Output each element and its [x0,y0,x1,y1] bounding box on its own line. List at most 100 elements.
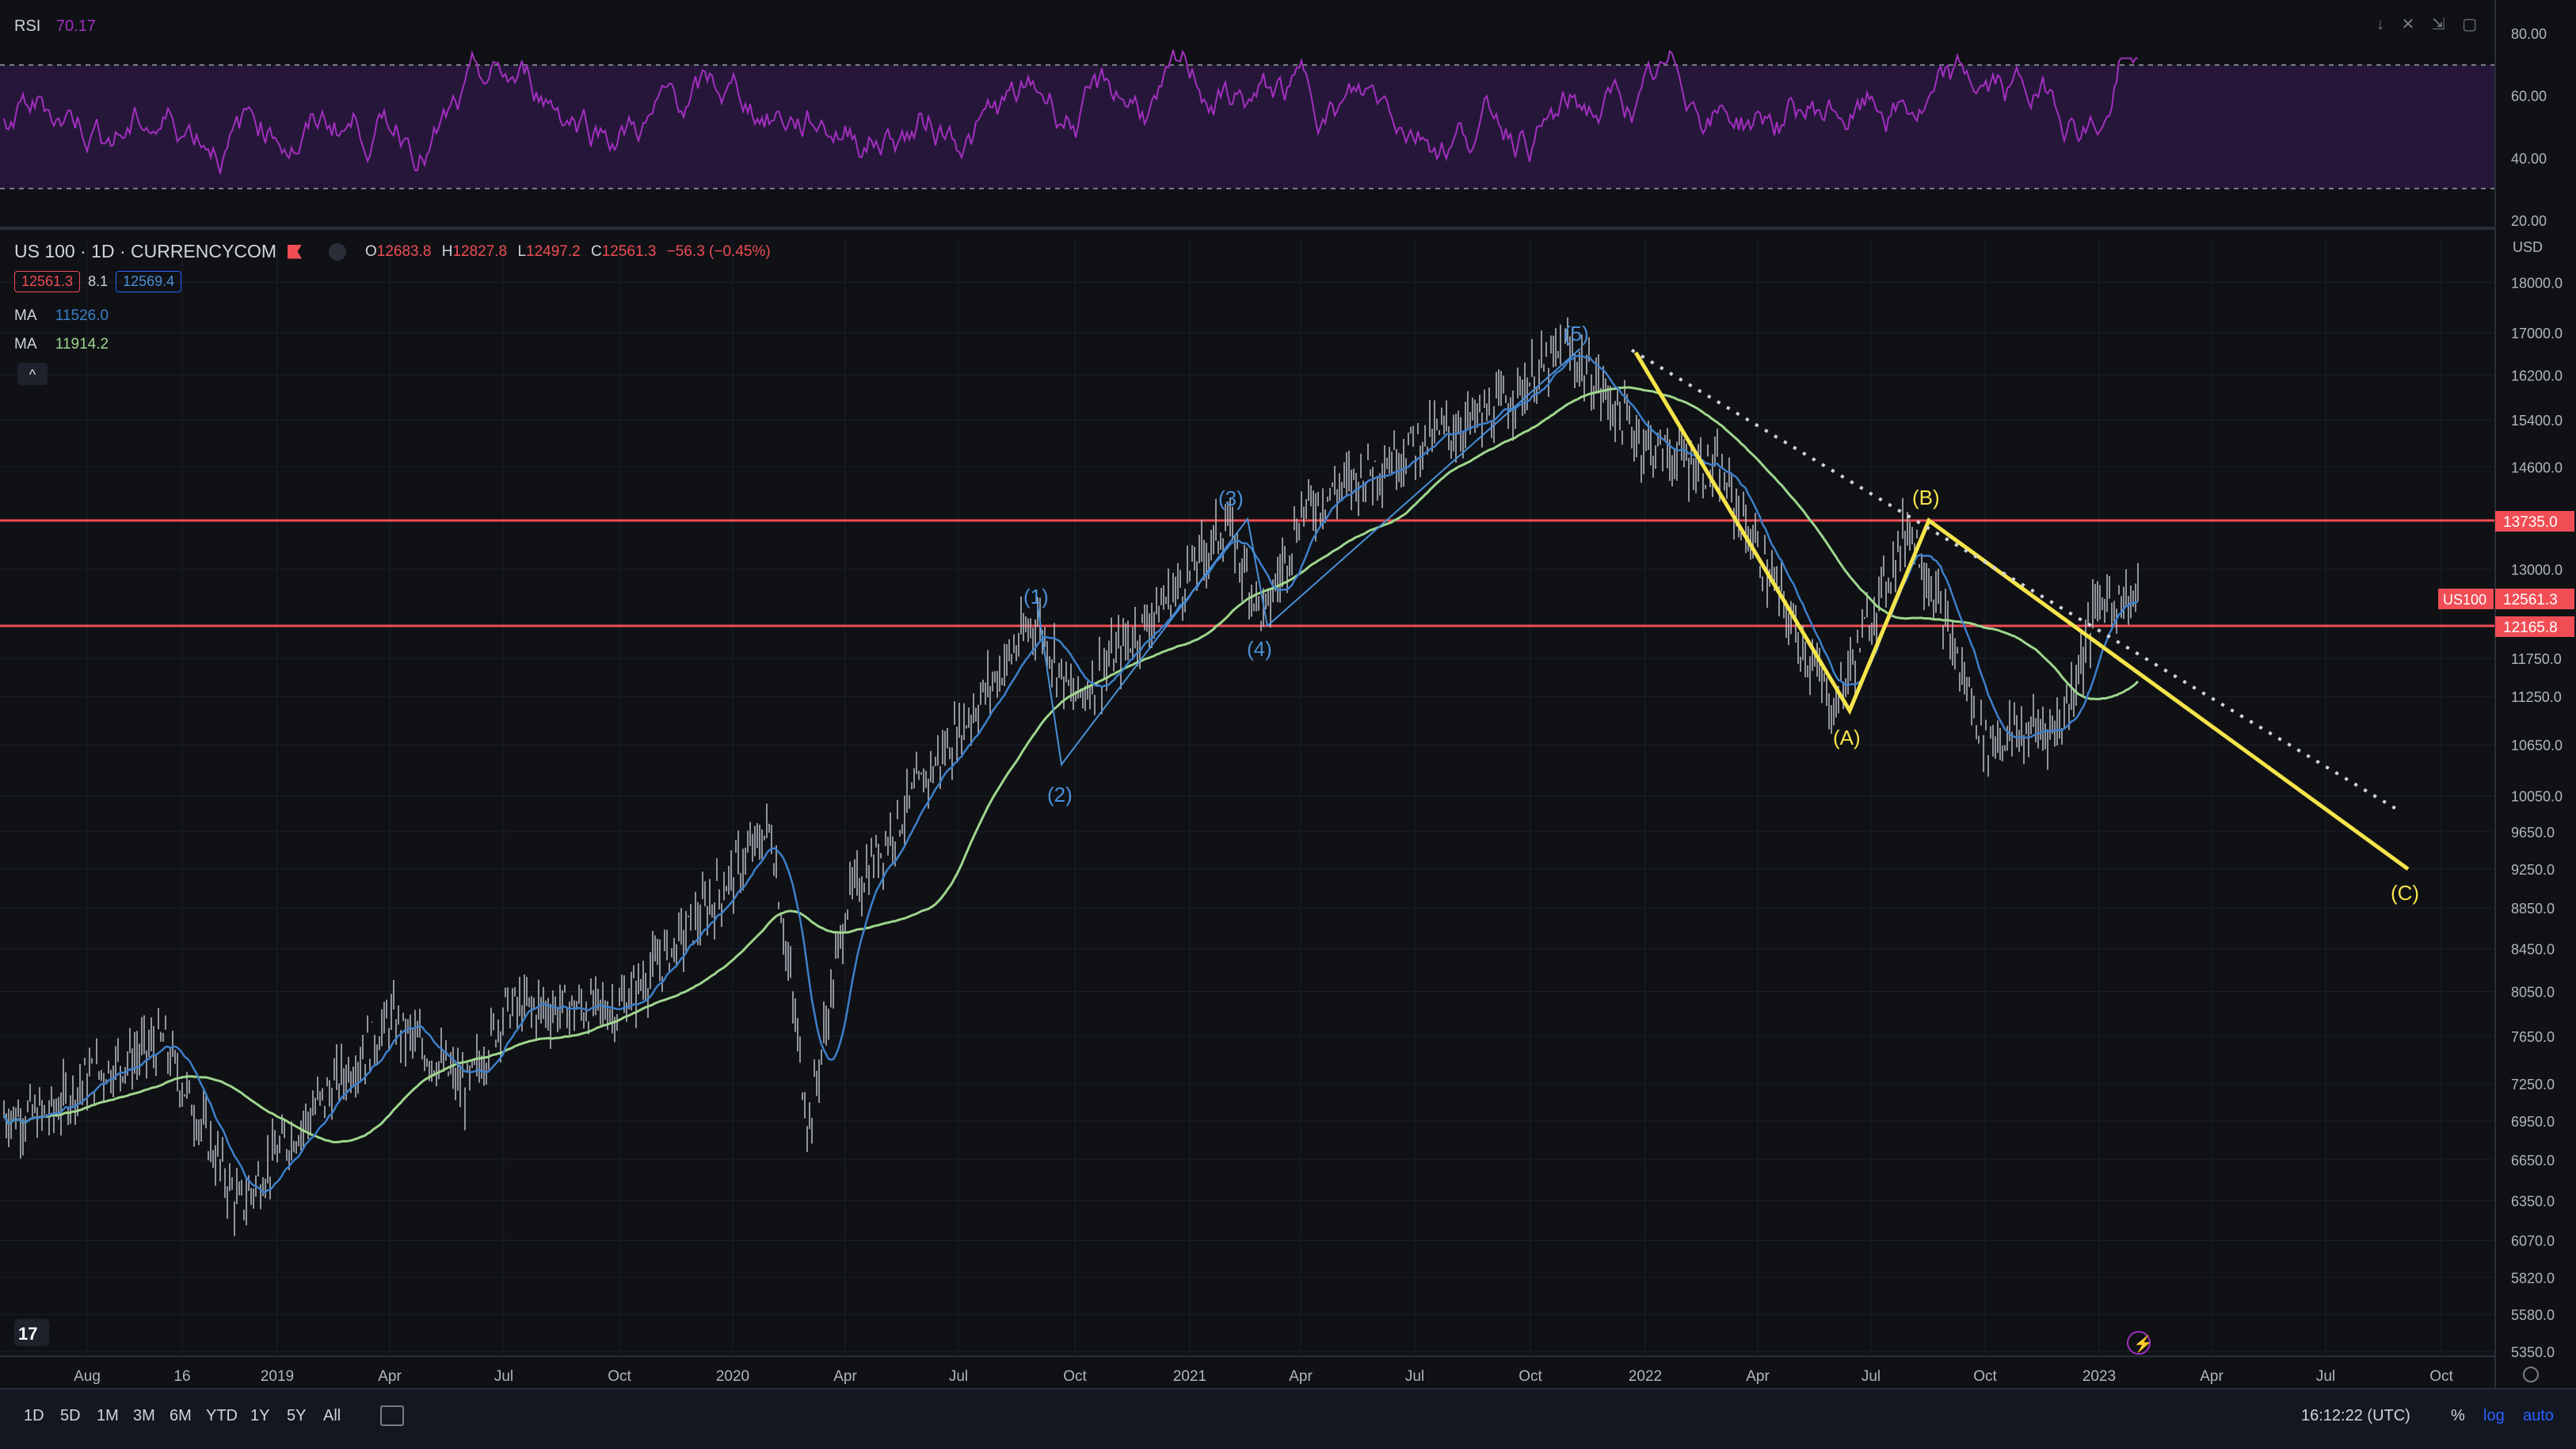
clock-display[interactable]: 16:12:22 (UTC) [2301,1407,2410,1424]
visibility-toggle-icon[interactable] [329,242,346,261]
time-tick-label: Jul [1862,1368,1881,1385]
sell-price-button[interactable]: 12561.3 [14,271,81,292]
log-toggle[interactable]: log [2483,1407,2505,1424]
last-price-tag-text: 12561.3 [2503,592,2558,608]
price-tick-label: 8450.0 [2511,942,2555,958]
lightning-icon[interactable]: ⚡ [2127,1331,2153,1355]
ma-legend-2[interactable]: MA 11914.2 [14,336,109,353]
correction-wave-line[interactable] [1633,351,2410,871]
dotted-trendline[interactable] [1630,349,2402,813]
time-tick-label: Jul [1405,1368,1424,1385]
time-tick-label: Jul [949,1368,968,1385]
buy-price-button[interactable]: 12569.4 [116,271,182,292]
rsi-value: 70.17 [55,17,96,35]
price-tick-label: 7250.0 [2511,1077,2555,1092]
level-high-tag-text: 13735.0 [2503,514,2558,531]
price-tick-label: 7650.0 [2511,1029,2555,1045]
time-tick-label: Jul [494,1368,513,1385]
price-tick-label: 6650.0 [2511,1153,2555,1169]
ma-label-2: MA [14,336,37,353]
time-axis[interactable]: Aug 16 2019 Apr Jul Oct 2020 Apr Jul Oct 2021 Apr Ju… [74,1368,2453,1385]
wave-label-3: (3) [1218,486,1244,510]
time-tick-label: 2019 [261,1368,294,1385]
time-tick-label: 2020 [716,1368,749,1385]
impulse-wave-line[interactable] [1037,348,1581,767]
chevron-up-icon: ^ [29,367,36,383]
arrow-down-icon[interactable]: ↓ [2376,16,2384,33]
time-tick-label: Oct [1519,1368,1542,1385]
range-button-5y[interactable]: 5Y [287,1407,307,1424]
settings-gear-icon[interactable] [2523,1367,2539,1382]
rsi-polyline [3,49,2138,174]
rsi-tick-label: 40.00 [2511,151,2547,166]
price-tick-label: 10050.0 [2511,789,2563,805]
rsi-band [0,65,2495,189]
currency-label[interactable]: USD [2513,239,2543,255]
price-tick-label: 16200.0 [2511,368,2563,384]
collapse-icon[interactable]: ⇲ [2431,16,2445,33]
time-tick-label: Aug [74,1368,101,1385]
time-tick-label: Apr [1289,1368,1313,1385]
svg-text:17: 17 [18,1324,37,1344]
rsi-legend: RSI 70.17 [14,17,96,36]
range-button-6m[interactable]: 6M [170,1407,192,1424]
price-tick-label: 6950.0 [2511,1114,2555,1130]
tradingview-logo[interactable]: 17 [14,1319,49,1346]
range-button-1m[interactable]: 1M [97,1407,119,1424]
legend-collapse-button[interactable]: ^ [17,363,48,385]
price-tick-label: 11250.0 [2511,689,2562,705]
maximize-icon[interactable]: ▢ [2462,16,2478,33]
price-tick-label: 17000.0 [2511,326,2563,341]
price-tick-label: 6070.0 [2511,1234,2555,1249]
price-tick-label: 11750.0 [2511,651,2562,667]
svg-text:⚡: ⚡ [2133,1334,2153,1353]
price-axis-background[interactable] [2495,0,2576,1388]
range-button-ytd[interactable]: YTD [206,1407,238,1424]
time-tick-label: Oct [1063,1368,1087,1385]
ma-slow-line [2,386,2140,1144]
price-tick-label: 18000.0 [2511,275,2563,291]
price-tick-label: 9650.0 [2511,825,2555,841]
wave-label-4: (4) [1247,637,1272,661]
auto-toggle[interactable]: auto [2523,1407,2554,1424]
time-tick-label: Apr [378,1368,402,1385]
price-tick-label: 8050.0 [2511,984,2555,1000]
time-tick-label: Oct [2429,1368,2453,1385]
ohlc-values: O12683.8 H12827.8 L12497.2 C12561.3 −56.… [365,242,771,260]
last-price-tag [2495,589,2574,609]
goto-date-icon[interactable] [380,1405,404,1426]
wave-label-1: (1) [1023,585,1049,608]
rsi-line [3,49,2138,174]
symbol-title[interactable]: US 100 · 1D · CURRENCYCOM [14,241,276,261]
time-tick-label: Apr [1746,1368,1770,1385]
flag-icon[interactable] [288,244,302,259]
candles [3,317,2139,1237]
price-axis[interactable]: 18000.0 17000.0 16200.0 15400.0 14600.0 13000… [2511,275,2563,1360]
range-button-1d[interactable]: 1D [24,1407,44,1424]
grid [0,238,2495,1355]
time-tick-label: Oct [608,1368,631,1385]
range-button-5d[interactable]: 5D [60,1407,81,1424]
range-button-3m[interactable]: 3M [133,1407,155,1424]
ma-value-1: 11526.0 [55,307,109,324]
percent-toggle[interactable]: % [2451,1407,2465,1424]
range-button-1y[interactable]: 1Y [250,1407,270,1424]
bottom-toolbar: 1D 5D 1M 3M 6M YTD 1Y 5Y All 16:12:22 (UTC) % lo… [0,1388,2576,1449]
time-tick-label: Apr [2200,1368,2224,1385]
price-tick-label: 5580.0 [2511,1307,2555,1323]
spread-value: 8.1 [88,273,109,289]
wave-label-c: (C) [2391,881,2419,905]
ma-legend-1[interactable]: MA 11526.0 [14,307,109,325]
rsi-axis: 80.00 60.00 40.00 20.00 [2511,26,2547,229]
range-button-all[interactable]: All [323,1407,341,1424]
ma-label-1: MA [14,307,37,324]
bid-ask-row: 12561.3 8.1 12569.4 [14,271,182,292]
wave-label-a: (A) [1833,726,1861,749]
wave-label-b: (B) [1912,486,1940,509]
ma-value-2: 11914.2 [55,336,109,353]
time-tick-label: 16 [173,1368,190,1385]
level-low-tag [2495,616,2574,637]
rsi-title[interactable]: RSI [14,17,41,35]
close-icon[interactable]: ✕ [2401,16,2415,33]
